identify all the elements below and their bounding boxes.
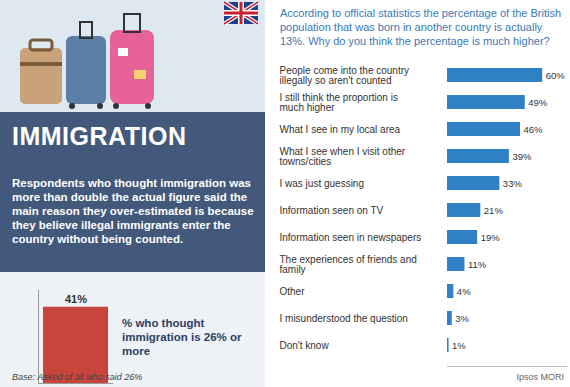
html-text:According to official statisti: According to official statistics the per… [280,7,562,47]
svg-text:41%: 41% [65,293,87,305]
svg-text:What I see when I visit othert: What I see when I visit othertowns/citie… [280,146,406,167]
svg-text:19%: 19% [481,232,501,243]
html-text:IMMIGRATION: IMMIGRATION [12,122,187,150]
svg-text:46%: 46% [523,124,543,135]
html-text:% who thought immigration is 2: % who thought immigration is 26% or more [122,317,242,357]
svg-text:11%: 11% [468,259,487,270]
svg-text:Information seen in newspapers: Information seen in newspapers [280,232,422,243]
svg-text:Don't know: Don't know [280,340,330,351]
svg-text:People come into the countryil: People come into the countryillegally so… [280,65,410,86]
svg-text:1%: 1% [452,340,466,351]
svg-text:Other: Other [280,286,306,297]
svg-text:I misunderstood the question: I misunderstood the question [280,313,408,324]
svg-text:33%: 33% [503,178,523,189]
svg-text:49%: 49% [528,97,548,108]
svg-text:60%: 60% [546,70,566,81]
svg-text:39%: 39% [512,151,532,162]
html-text:Base: Asked of all who said 26: Base: Asked of all who said 26% [12,372,143,382]
svg-text:3%: 3% [455,313,469,324]
svg-text:4%: 4% [457,286,471,297]
svg-text:I was just guessing: I was just guessing [280,178,365,189]
svg-text:21%: 21% [484,205,504,216]
svg-text:The experiences of friends and: The experiences of friends andfamily [280,254,417,275]
svg-text:What I see in my local area: What I see in my local area [280,124,401,135]
html-text:Respondents who thought immigr: Respondents who thought immigration was … [12,177,254,245]
html-text:Ipsos MORI: Ipsos MORI [516,372,564,382]
svg-text:I still think the proportion i: I still think the proportion ismuch high… [280,92,398,113]
svg-text:Information seen on TV: Information seen on TV [280,205,384,216]
